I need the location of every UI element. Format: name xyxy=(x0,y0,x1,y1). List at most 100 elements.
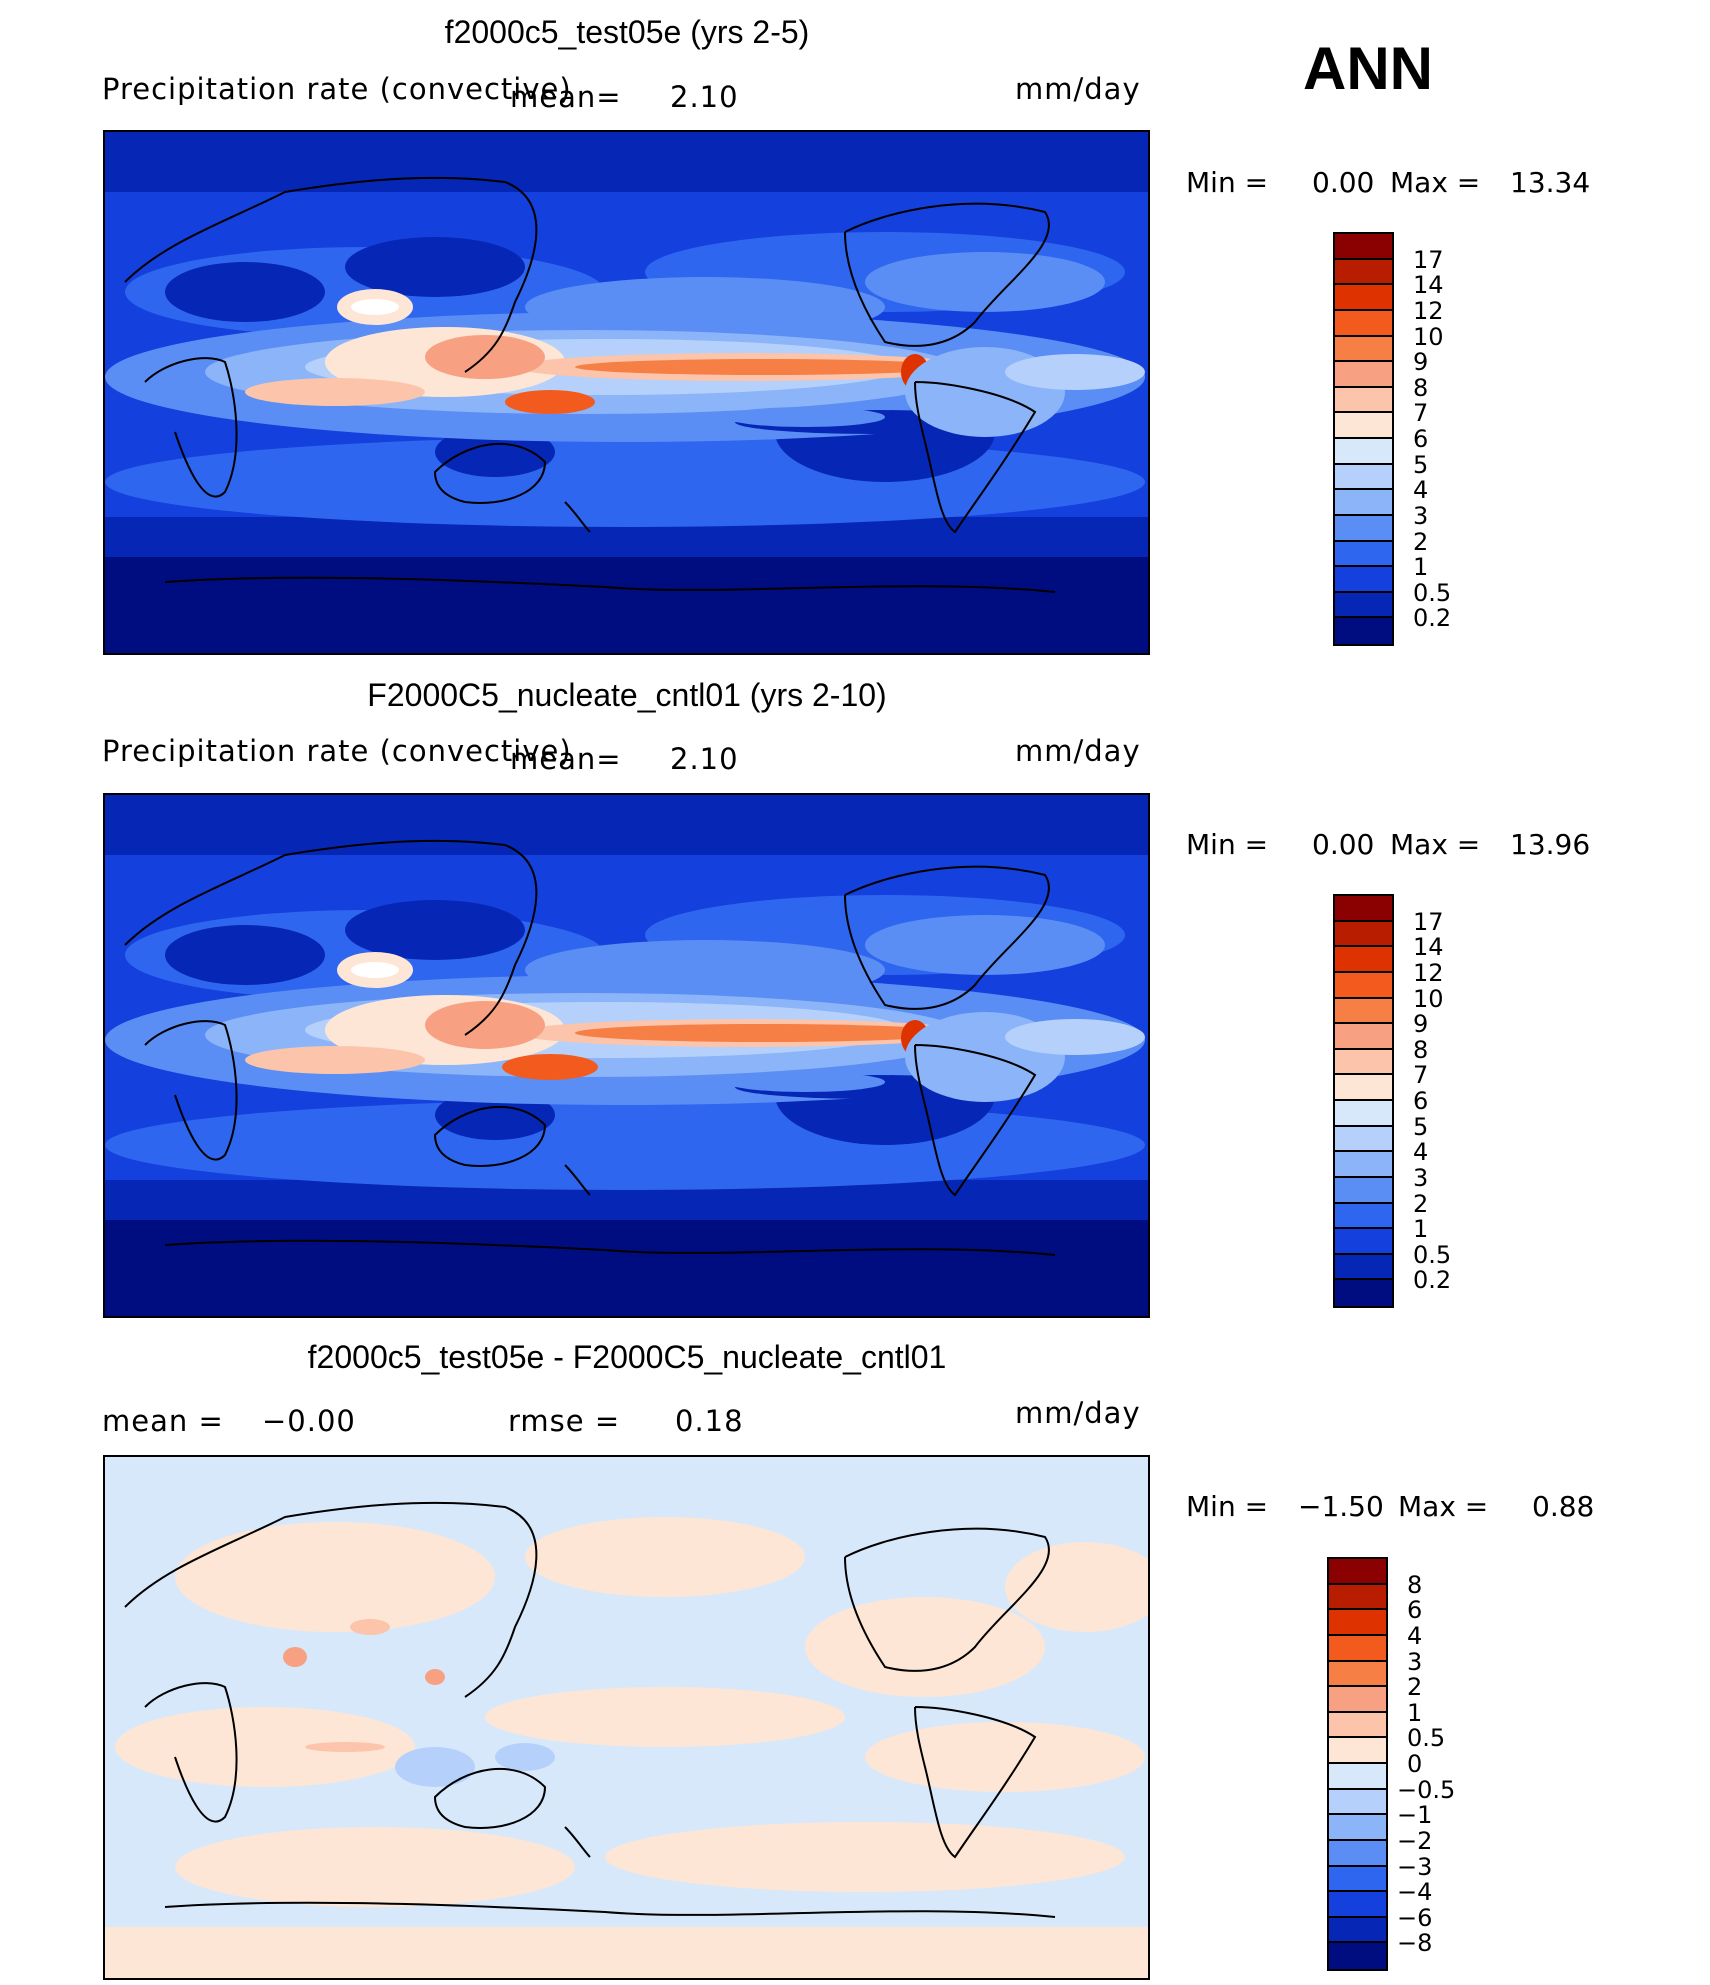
colorbar-segment xyxy=(1335,1280,1392,1306)
colorbar-segment xyxy=(1335,541,1392,568)
panel-3-mean-label: mean = xyxy=(102,1404,224,1438)
colorbar-tick-label: 4 xyxy=(1413,1138,1429,1167)
colorbar-segment xyxy=(1335,362,1392,388)
colorbar-tick-label: 0.5 xyxy=(1407,1724,1446,1753)
colorbar-segment xyxy=(1335,1152,1392,1178)
colorbar-tick-label: 4 xyxy=(1413,476,1429,505)
colorbar-segment xyxy=(1329,1738,1386,1764)
colorbar-tick-label: 10 xyxy=(1413,322,1444,351)
colorbar-segment xyxy=(1335,336,1392,363)
panel-2-mean-label: mean= xyxy=(510,742,622,776)
colorbar-segment xyxy=(1329,1892,1386,1918)
colorbar-segment xyxy=(1335,1101,1392,1127)
panel-1-min-label: Min = xyxy=(1186,166,1269,199)
colorbar-segment xyxy=(1335,896,1392,922)
panel-2-precip-field xyxy=(105,795,1148,1316)
colorbar-tick-label: 0.5 xyxy=(1413,1240,1452,1269)
colorbar-segment xyxy=(1329,1559,1386,1585)
colorbar-tick-label: 3 xyxy=(1413,501,1429,530)
panel-3-rmse-label: rmse = xyxy=(508,1404,621,1438)
panel-3-map xyxy=(103,1455,1150,1980)
colorbar-tick-label: 12 xyxy=(1413,958,1444,987)
panel-1-mean-value: 2.10 xyxy=(670,80,739,114)
colorbar-tick-label: 9 xyxy=(1413,348,1429,377)
panel-2-min-value: 0.00 xyxy=(1312,828,1375,861)
panel-1-coastlines xyxy=(124,176,1056,593)
panel-2-max-label: Max = xyxy=(1390,828,1481,861)
colorbar-segment xyxy=(1335,285,1392,311)
colorbar-segment xyxy=(1329,1764,1386,1790)
colorbar-tick-label: 3 xyxy=(1407,1647,1423,1676)
colorbar-tick-label: 14 xyxy=(1413,271,1444,300)
panel-3-min-label: Min = xyxy=(1186,1490,1269,1523)
colorbar-segment xyxy=(1329,1943,1386,1969)
colorbar-segment xyxy=(1335,1229,1392,1255)
panel-1-map xyxy=(103,130,1150,655)
colorbar-segment xyxy=(1335,439,1392,465)
colorbar-segment xyxy=(1329,1687,1386,1713)
colorbar-tick-label: 8 xyxy=(1407,1570,1423,1599)
panel-3-coastlines xyxy=(124,1501,1056,1918)
colorbar-segment xyxy=(1335,998,1392,1025)
colorbar-tick-label: 14 xyxy=(1413,933,1444,962)
colorbar-segment xyxy=(1335,1254,1392,1281)
colorbar-tick-label: 17 xyxy=(1413,245,1444,274)
panel-1-max-label: Max = xyxy=(1390,166,1481,199)
colorbar-tick-label: 8 xyxy=(1413,373,1429,402)
colorbar-tick-label: 4 xyxy=(1407,1621,1423,1650)
colorbar-segment xyxy=(1335,921,1392,948)
colorbar-segment xyxy=(1329,1610,1386,1636)
colorbar-tick-label: 0 xyxy=(1407,1750,1423,1778)
colorbar-tick-label: 2 xyxy=(1407,1673,1423,1702)
panel-3-title: f2000c5_test05e - F2000C5_nucleate_cntl0… xyxy=(307,1339,947,1375)
colorbar-tick-label: 0.5 xyxy=(1413,578,1452,607)
colorbar-segment xyxy=(1335,515,1392,542)
panel-2-variable: Precipitation rate (convective) xyxy=(102,734,572,768)
colorbar-segment xyxy=(1335,1075,1392,1101)
panel-2-min-label: Min = xyxy=(1186,828,1269,861)
colorbar-tick-label: 2 xyxy=(1413,527,1429,556)
panel-2-title: F2000C5_nucleate_cntl01 (yrs 2-10) xyxy=(367,677,887,713)
panel-3-min-value: −1.50 xyxy=(1298,1490,1384,1523)
colorbar-tick-label: −0.5 xyxy=(1397,1775,1456,1804)
colorbar-segment xyxy=(1335,259,1392,286)
colorbar-tick-label: −2 xyxy=(1397,1826,1433,1855)
colorbar-segment xyxy=(1335,592,1392,619)
colorbar-segment xyxy=(1329,1584,1386,1611)
colorbar-segment xyxy=(1335,618,1392,644)
colorbar-tick-label: −1 xyxy=(1397,1801,1433,1830)
colorbar-segment xyxy=(1335,1049,1392,1076)
colorbar-tick-label: 6 xyxy=(1413,425,1429,453)
colorbar-tick-label: 1 xyxy=(1413,553,1429,582)
panel-1-precip-field xyxy=(105,132,1148,653)
panel-2-max-value: 13.96 xyxy=(1510,828,1591,861)
colorbar-segment xyxy=(1335,310,1392,337)
colorbar-tick-label: 5 xyxy=(1413,450,1429,479)
colorbar-segment xyxy=(1329,1815,1386,1841)
colorbar-segment xyxy=(1335,1203,1392,1230)
colorbar-tick-label: 8 xyxy=(1413,1035,1429,1064)
colorbar-tick-label: 0.2 xyxy=(1413,1266,1452,1295)
colorbar-segment xyxy=(1335,947,1392,973)
colorbar-tick-label: 1 xyxy=(1413,1215,1429,1244)
panel-2-mean-value: 2.10 xyxy=(670,742,739,776)
colorbar-tick-label: 1 xyxy=(1407,1698,1423,1727)
colorbar-tick-label: −4 xyxy=(1397,1878,1433,1907)
panel-2-units: mm/day xyxy=(1015,734,1141,768)
panel-3-max-label: Max = xyxy=(1398,1490,1489,1523)
panel-1-max-value: 13.34 xyxy=(1510,166,1591,199)
panel-3-max-value: 0.88 xyxy=(1532,1490,1595,1523)
colorbar-tick-label: 6 xyxy=(1407,1596,1423,1625)
colorbar-segment xyxy=(1335,234,1392,260)
colorbar-segment xyxy=(1335,490,1392,516)
panel-1-units: mm/day xyxy=(1015,72,1141,106)
panel-3-units: mm/day xyxy=(1015,1396,1141,1430)
panel-1-colorbar xyxy=(1333,232,1394,646)
colorbar-segment xyxy=(1335,1024,1392,1050)
colorbar-segment xyxy=(1329,1866,1386,1893)
panel-1-mean-label: mean= xyxy=(510,80,622,114)
colorbar-tick-label: 7 xyxy=(1413,399,1429,428)
colorbar-segment xyxy=(1329,1635,1386,1662)
colorbar-segment xyxy=(1329,1917,1386,1944)
colorbar-segment xyxy=(1335,567,1392,593)
